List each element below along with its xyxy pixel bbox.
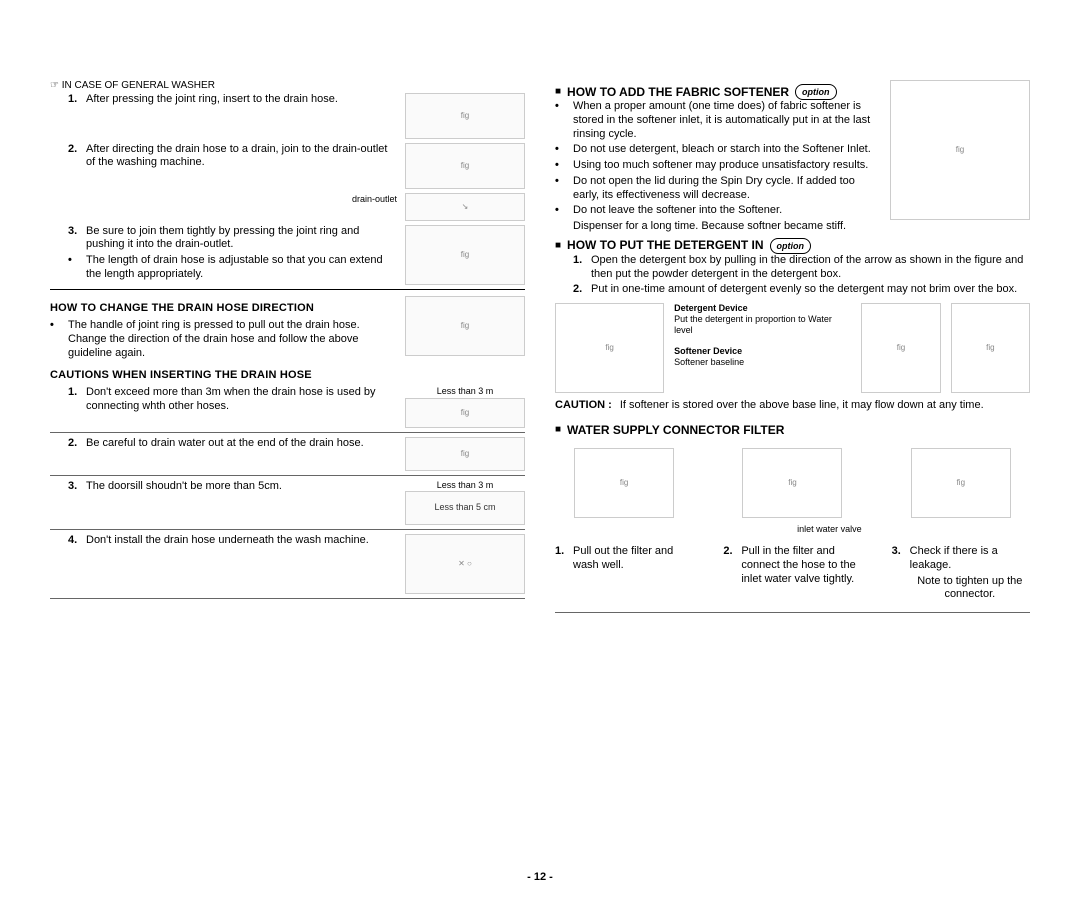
figure-change-direction: fig [405, 296, 525, 356]
drain-outlet-label: drain-outlet [352, 194, 397, 204]
filter-figures: fig fig inlet water valve fig [555, 448, 1030, 535]
figure-filter-check: fig [911, 448, 1011, 518]
figure-filter-pullout: fig [574, 448, 674, 518]
left-column: ☞ IN CASE OF GENERAL WASHER 1.After pres… [50, 80, 525, 617]
filter-steps-row: 1.Pull out the filter and wash well. 2.P… [555, 545, 1030, 602]
option-badge: option [795, 84, 837, 100]
case-label: ☞ IN CASE OF GENERAL WASHER [50, 80, 525, 93]
softener-device-label: Softener Device [674, 346, 742, 356]
inlet-label: inlet water valve [723, 524, 861, 535]
detergent-device-label: Detergent Device [674, 303, 748, 313]
option-badge-2: option [770, 238, 812, 254]
figure-filter-connect: fig [742, 448, 842, 518]
softener-head: HOW TO ADD THE FABRIC SOFTENER option [555, 84, 882, 100]
change-direction-head: HOW TO CHANGE THE DRAIN HOSE DIRECTION [50, 302, 397, 316]
page-number: - 12 - [0, 871, 1080, 885]
softener-device-text: Softener baseline [674, 357, 851, 368]
filter-head: WATER SUPPLY CONNECTOR FILTER [555, 423, 1030, 438]
figure-drain-end: fig [405, 437, 525, 471]
softener-bullets: When a proper amount (one time does) of … [555, 100, 882, 218]
detergent-device-text: Put the detergent in proportion to Water… [674, 314, 851, 336]
figure-joint-ring-insert: fig [405, 93, 525, 139]
detergent-figure-block: fig Detergent Device Put the detergent i… [555, 303, 1030, 393]
figure-drain-outlet-pointer: ↘ [405, 193, 525, 221]
general-step-1: 1.After pressing the joint ring, insert … [68, 93, 397, 107]
caution-4: 4.Don't install the drain hose underneat… [68, 534, 397, 548]
length-bullet: The length of drain hose is adjustable s… [68, 254, 397, 282]
figure-detergent-box: fig [555, 303, 664, 393]
cautions-head: CAUTIONS WHEN INSERTING THE DRAIN HOSE [50, 369, 525, 383]
detergent-head: HOW TO PUT THE DETERGENT IN option [555, 238, 1030, 254]
change-direction-bullet: The handle of joint ring is pressed to p… [50, 319, 397, 360]
figure-hose-3m: fig [405, 398, 525, 428]
label-less-3m: Less than 3 m [405, 386, 525, 397]
filter-step3-note: Note to tighten up the connector. [892, 575, 1030, 603]
caution-1: 1.Don't exceed more than 3m when the dra… [68, 386, 397, 414]
figure-doorsill-5cm: Less than 5 cm [405, 491, 525, 525]
softener-tail: Dispenser for a long time. Because softn… [555, 220, 882, 234]
general-step-3: 3.Be sure to join them tightly by pressi… [68, 225, 397, 253]
figure-under-machine: ✕ ○ [405, 534, 525, 594]
caution-2: 2.Be careful to drain water out at the e… [68, 437, 397, 451]
general-step-2: 2.After directing the drain hose to a dr… [68, 143, 397, 171]
detergent-steps: 1.Open the detergent box by pulling in t… [555, 254, 1030, 297]
caution-3: 3.The doorsill shoudn't be more than 5cm… [68, 480, 397, 494]
figure-drain-outlet-top: fig [405, 143, 525, 189]
figure-drain-join: fig [405, 225, 525, 285]
figure-softener-inlet: fig [890, 80, 1030, 220]
label-less-3m-2: Less than 3 m [405, 480, 525, 491]
figure-detergent-scoop: fig [861, 303, 940, 393]
caution-row: CAUTION : If softener is stored over the… [555, 399, 1030, 413]
figure-detergent-drawer: fig [951, 303, 1030, 393]
right-column: HOW TO ADD THE FABRIC SOFTENER option Wh… [555, 80, 1030, 617]
